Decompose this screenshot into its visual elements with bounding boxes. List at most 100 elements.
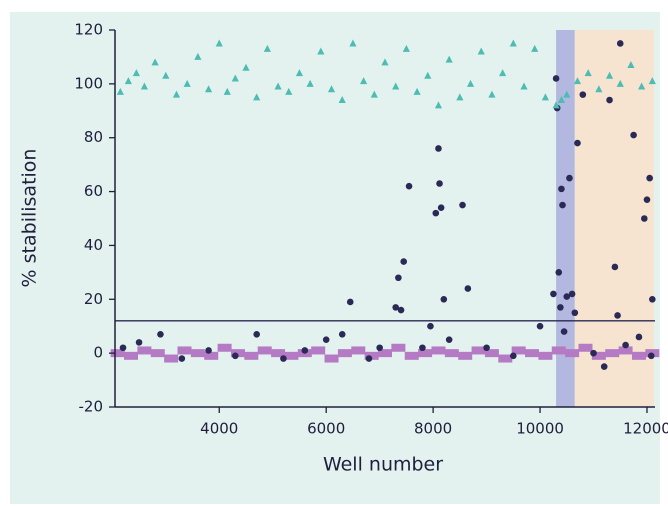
- circle-point: [555, 269, 563, 276]
- triangle-point: [638, 82, 646, 90]
- square-point: [418, 349, 433, 358]
- triangle-point: [338, 96, 346, 104]
- triangle-point: [573, 77, 582, 85]
- circle-point: [611, 263, 619, 271]
- circle-point: [346, 298, 354, 306]
- triangle-point: [456, 93, 464, 101]
- triangle-point: [116, 87, 124, 95]
- circle-point: [566, 174, 573, 182]
- circle-point: [550, 290, 557, 298]
- square-point: [257, 346, 272, 355]
- y-tick-label: 100: [74, 74, 103, 92]
- square-point: [137, 346, 152, 355]
- circle-point: [419, 344, 426, 352]
- square-point: [498, 354, 513, 363]
- circle-point: [392, 304, 399, 311]
- circle-point: [119, 344, 127, 352]
- circle-point: [322, 336, 330, 343]
- square-point: [217, 343, 232, 352]
- triangle-point: [627, 61, 635, 69]
- square-point: [378, 349, 392, 358]
- triangle-point: [509, 39, 517, 47]
- square-point: [164, 354, 179, 363]
- circle-point: [376, 344, 383, 352]
- triangle-point: [552, 101, 560, 109]
- square-point: [337, 349, 352, 358]
- square-point: [618, 346, 633, 355]
- triangle-point: [124, 77, 132, 85]
- square-point: [605, 349, 620, 358]
- circle-point: [436, 180, 443, 187]
- circle-point: [205, 347, 212, 354]
- square-point: [631, 351, 646, 360]
- square-point: [578, 343, 593, 352]
- circle-point: [568, 290, 576, 298]
- circle-point: [559, 201, 566, 209]
- square-point: [124, 351, 139, 360]
- triangle-point: [263, 44, 271, 52]
- square-point: [444, 349, 459, 358]
- circle-point: [571, 309, 579, 317]
- y-tick-label: 0: [93, 344, 103, 362]
- x-tick-label: 8000: [414, 420, 452, 438]
- circle-point: [445, 336, 453, 343]
- circle-point: [630, 131, 637, 139]
- y-axis-title: % stabilisation: [19, 149, 41, 288]
- triangle-point: [151, 58, 159, 66]
- circle-point: [510, 352, 517, 360]
- circle-point: [338, 330, 346, 338]
- circle-point: [606, 96, 613, 104]
- circle-point: [395, 274, 402, 282]
- square-point: [525, 349, 540, 358]
- circle-point: [647, 352, 655, 360]
- circle-point: [558, 185, 565, 193]
- circle-point: [614, 312, 621, 319]
- triangle-point: [295, 69, 304, 77]
- square-point: [271, 349, 286, 358]
- square-point: [404, 351, 419, 360]
- triangle-point: [616, 79, 624, 87]
- triangle-point: [360, 77, 368, 85]
- triangle-point: [413, 87, 421, 95]
- triangle-point: [466, 79, 475, 87]
- triangle-point: [183, 79, 191, 87]
- triangle-point: [306, 79, 314, 87]
- circle-point: [157, 330, 164, 338]
- triangle-point: [162, 71, 170, 79]
- circle-point: [560, 328, 568, 335]
- circle-point: [459, 201, 466, 209]
- triangle-point: [370, 90, 378, 98]
- circle-point: [579, 91, 587, 98]
- circle-point: [365, 355, 373, 362]
- circle-point: [600, 363, 608, 370]
- triangle-point: [563, 90, 571, 98]
- x-tick-label: 10000: [516, 420, 564, 438]
- circle-point: [590, 349, 597, 357]
- square-point: [431, 346, 446, 355]
- circle-point: [440, 295, 448, 303]
- circle-point: [552, 75, 560, 82]
- square-point: [177, 346, 192, 355]
- square-point: [110, 349, 125, 358]
- triangle-point: [242, 63, 250, 71]
- triangle-point: [605, 71, 614, 79]
- circle-point: [135, 339, 143, 346]
- square-point: [204, 351, 219, 360]
- triangle-point: [402, 44, 410, 52]
- square-point: [471, 346, 486, 355]
- square-point: [484, 349, 499, 358]
- y-tick-label: 60: [84, 182, 103, 200]
- circle-point: [397, 306, 405, 314]
- circle-point: [635, 333, 643, 341]
- y-tick-label: 20: [84, 290, 103, 308]
- square-point: [150, 349, 165, 358]
- square-point: [538, 351, 553, 360]
- triangle-point: [327, 85, 336, 93]
- circle-point: [253, 330, 260, 338]
- triangle-point: [531, 44, 539, 52]
- triangle-point: [541, 93, 549, 101]
- square-point: [364, 351, 379, 360]
- circle-point: [646, 174, 653, 182]
- y-tick-label: 40: [84, 236, 103, 254]
